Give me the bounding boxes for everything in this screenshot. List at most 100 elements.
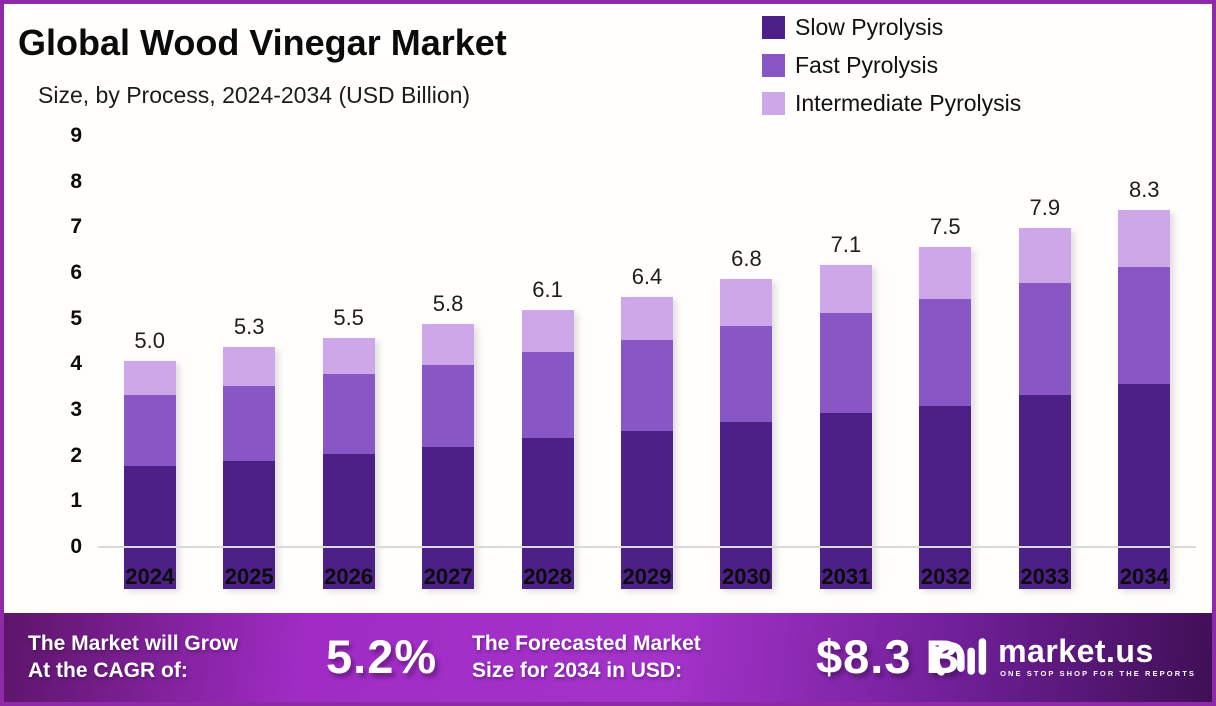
x-axis-tick-label: 2024 xyxy=(125,564,175,589)
bar-segment-intermediate-pyrolysis xyxy=(919,246,972,300)
bar-segment-fast-pyrolysis xyxy=(322,374,375,455)
bar-segment-fast-pyrolysis xyxy=(123,394,176,466)
x-axis-tick-label: 2025 xyxy=(224,564,274,589)
stacked-bar xyxy=(223,346,276,589)
stacked-bar xyxy=(422,324,475,589)
bar-segment-fast-pyrolysis xyxy=(223,385,276,462)
bar-segment-fast-pyrolysis xyxy=(1118,267,1171,384)
logo-name: market.us xyxy=(998,632,1154,669)
chart-legend: Slow Pyrolysis Fast Pyrolysis Intermediate… xyxy=(762,14,1021,117)
bar-segment-intermediate-pyrolysis xyxy=(819,264,872,313)
bar-total-label: 8.3 xyxy=(1128,176,1160,202)
bar-total-label: 6.1 xyxy=(532,277,563,303)
bar-segment-slow-pyrolysis xyxy=(720,422,773,589)
bar-segment-fast-pyrolysis xyxy=(720,326,773,423)
stacked-bar xyxy=(720,278,773,589)
bar-segment-intermediate-pyrolysis xyxy=(1018,228,1071,284)
cagr-label-line1: The Market will Grow xyxy=(28,632,239,655)
bar-column: 5.0 xyxy=(100,136,199,589)
legend-label: Fast Pyrolysis xyxy=(795,52,939,78)
bar-column: 7.9 xyxy=(995,136,1094,589)
market-us-logo: market.us ONE STOP SHOP FOR THE REPORTS xyxy=(930,633,1196,679)
legend-swatch-icon xyxy=(762,92,785,115)
x-axis-tick-label: 2030 xyxy=(721,564,771,589)
legend-label: Intermediate Pyrolysis xyxy=(795,90,1022,116)
y-axis: 0 1 2 3 4 5 6 7 8 9 xyxy=(32,124,82,558)
bar-segment-intermediate-pyrolysis xyxy=(422,324,475,366)
x-axis-labels: 2024 2025 2026 2027 2028 2029 2030 2031 2032 2033… xyxy=(100,564,1194,590)
y-axis-tick-label: 5 xyxy=(70,306,82,330)
y-axis-tick-label: 3 xyxy=(70,398,82,421)
bar-segment-slow-pyrolysis xyxy=(521,438,574,589)
legend-item: Slow Pyrolysis xyxy=(762,14,1021,41)
x-axis-tick-label: 2028 xyxy=(523,564,573,589)
bar-total-label: 5.8 xyxy=(432,291,464,317)
x-axis-tick-label: 2027 xyxy=(423,564,473,589)
x-axis-tick-label: 2034 xyxy=(1119,564,1169,589)
bar-segment-slow-pyrolysis xyxy=(123,465,176,589)
bar-segment-fast-pyrolysis xyxy=(1018,283,1071,395)
logo-text-wrap: market.us ONE STOP SHOP FOR THE REPORTS xyxy=(998,635,1196,678)
stacked-bar xyxy=(322,337,375,589)
bar-segment-slow-pyrolysis xyxy=(819,413,872,589)
market-us-logo-icon xyxy=(930,638,987,676)
y-axis-tick-label: 9 xyxy=(70,124,82,147)
bar-segment-intermediate-pyrolysis xyxy=(521,310,574,352)
bar-segment-fast-pyrolysis xyxy=(620,340,673,432)
bar-total-label: 7.1 xyxy=(830,231,862,257)
page-subtitle: Size, by Process, 2024-2034 (USD Billion… xyxy=(38,82,471,108)
stacked-bar xyxy=(1018,228,1071,589)
legend-item: Intermediate Pyrolysis xyxy=(762,90,1021,117)
bar-segment-intermediate-pyrolysis xyxy=(620,296,673,341)
plot-area: 5.0 5.3 5.5 5.8 6.1 6.4 6.8 7.1 7.5 7.9 8.3 xyxy=(100,136,1194,589)
bar-column: 6.4 xyxy=(597,136,696,589)
bar-segment-slow-pyrolysis xyxy=(919,406,972,589)
bar-total-label: 6.8 xyxy=(731,245,762,271)
x-axis-line xyxy=(98,546,1196,548)
cagr-value: 5.2% xyxy=(326,630,438,683)
stacked-bar xyxy=(521,310,574,589)
bar-segment-fast-pyrolysis xyxy=(819,312,872,414)
y-axis-tick-label: 8 xyxy=(70,169,82,193)
bar-segment-slow-pyrolysis xyxy=(322,454,375,589)
bar-column: 5.3 xyxy=(199,136,298,589)
forecast-label-line1: The Forecasted Market xyxy=(472,632,701,655)
cagr-label-line2: At the CAGR of: xyxy=(28,659,188,682)
legend-swatch-icon xyxy=(762,54,785,77)
bar-segment-fast-pyrolysis xyxy=(521,351,574,439)
footer-banner: The Market will Grow At the CAGR of: 5.2… xyxy=(4,613,1212,702)
bar-segment-intermediate-pyrolysis xyxy=(720,278,773,327)
bar-segment-slow-pyrolysis xyxy=(422,447,475,589)
bar-column: 5.5 xyxy=(299,136,398,589)
bar-segment-slow-pyrolysis xyxy=(620,431,673,589)
bar-column: 7.1 xyxy=(796,136,895,589)
stacked-bar xyxy=(919,246,972,589)
y-axis-tick-label: 6 xyxy=(70,261,82,284)
bar-segment-fast-pyrolysis xyxy=(919,299,972,407)
bar-column: 7.5 xyxy=(896,136,995,589)
legend-swatch-icon xyxy=(762,16,785,39)
bar-column: 6.8 xyxy=(697,136,796,589)
x-axis-tick-label: 2031 xyxy=(821,564,871,589)
bar-column: 6.1 xyxy=(498,136,597,589)
bar-total-label: 7.9 xyxy=(1029,195,1061,221)
bar-segment-slow-pyrolysis xyxy=(223,461,276,589)
stacked-bar xyxy=(620,296,673,589)
bar-segment-intermediate-pyrolysis xyxy=(322,337,375,375)
y-axis-tick-label: 2 xyxy=(70,443,82,467)
legend-item: Fast Pyrolysis xyxy=(762,52,1021,79)
legend-label: Slow Pyrolysis xyxy=(795,14,944,40)
y-axis-tick-label: 0 xyxy=(70,535,82,558)
stacked-bar xyxy=(1118,209,1171,589)
bar-total-label: 6.4 xyxy=(631,263,663,289)
y-axis-tick-label: 1 xyxy=(70,489,82,513)
logo-tagline: ONE STOP SHOP FOR THE REPORTS xyxy=(1000,668,1196,678)
stacked-bar xyxy=(123,360,176,589)
forecast-label: The Forecasted Market Size for 2034 in U… xyxy=(472,630,701,684)
bar-segment-slow-pyrolysis xyxy=(1118,383,1171,589)
bar-total-label: 5.3 xyxy=(233,313,265,339)
bar-total-label: 5.0 xyxy=(134,327,166,353)
bar-total-label: 5.5 xyxy=(333,304,364,330)
y-axis-tick-label: 7 xyxy=(70,215,82,239)
